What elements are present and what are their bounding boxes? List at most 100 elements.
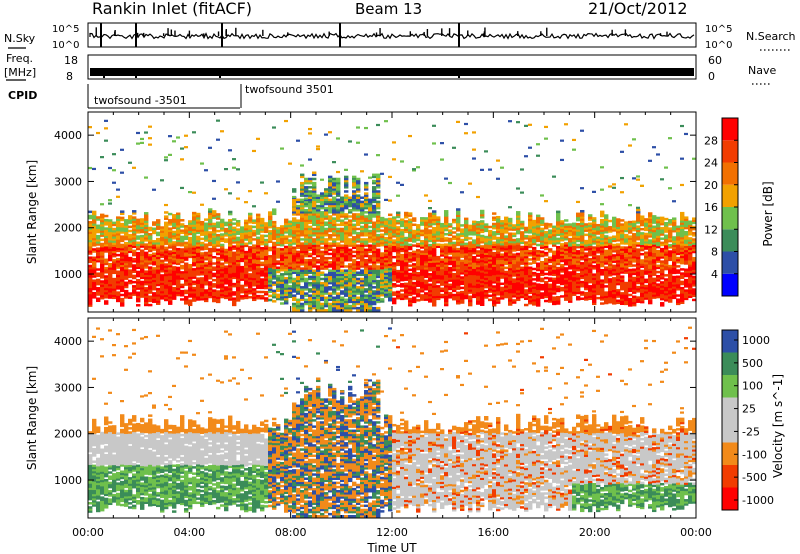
power-cell [284,297,289,301]
power-cell [292,211,297,214]
power-cell [196,264,201,268]
power-cell [508,301,513,304]
power-cell [436,243,441,246]
power-cell [236,267,241,271]
power-cell [252,267,257,270]
power-cell [504,229,509,232]
power-cell [424,229,429,233]
power-cell [144,278,149,282]
power-cell [292,281,297,285]
power-cell [232,241,237,244]
power-cell [508,265,513,269]
power-cell [364,186,369,189]
power-cell [496,301,501,304]
power-cell [340,244,345,247]
power-cell [180,239,185,243]
power-cell [432,235,437,238]
power-cell [356,208,361,212]
power-cell [280,275,285,278]
power-cell [312,204,317,208]
power-cell [128,269,133,272]
power-cell [316,233,321,237]
power-cell [236,168,240,171]
power-cell [504,227,509,230]
power-cell [408,220,413,224]
power-cell [260,247,265,250]
power-cell [528,224,533,228]
power-cell [260,294,265,298]
power-cell [144,287,149,290]
power-cell [316,244,321,247]
power-cell [328,261,333,264]
power-cell [144,220,149,223]
power-cell [312,206,317,210]
power-cell [396,253,401,256]
power-cell [224,248,229,252]
power-cell [116,233,121,236]
power-cell [104,241,109,245]
power-cell [532,278,537,281]
power-cell [504,295,509,299]
power-cell [116,280,121,284]
power-cell [340,296,345,299]
power-cell [468,182,472,185]
power-cell [536,218,541,222]
power-cell [352,186,357,189]
power-cell [396,244,401,248]
power-cell [268,288,273,291]
power-cell [520,285,525,288]
power-cell [456,239,461,242]
power-cell [124,289,129,293]
power-cell [332,269,337,272]
power-cell [296,288,301,291]
power-cell [524,303,529,307]
power-cell [468,280,473,284]
power-cell [544,235,549,238]
power-cell [568,294,573,297]
power-cell [172,257,177,261]
power-cell [236,255,241,258]
power-cell [144,226,149,230]
power-cell [460,242,465,246]
power-cell [196,271,201,274]
power-cell [272,295,277,299]
power-cell [220,249,225,253]
power-cell [320,213,325,216]
power-cell [404,297,409,300]
power-cell [172,289,177,292]
power-cell [444,303,449,307]
power-cell [276,229,281,232]
power-cell [476,266,481,270]
power-cell [188,247,193,250]
power-cell [372,206,377,210]
power-cell [396,290,401,294]
power-cell [524,272,529,276]
power-cell [368,250,373,254]
power-cell [328,302,333,306]
power-cell [448,262,453,266]
power-cell [348,231,353,235]
power-cell [320,258,325,262]
power-cell [328,186,333,189]
power-cell [540,267,545,270]
power-cell [388,223,393,227]
power-cell [388,284,393,287]
power-cell [508,244,513,248]
power-cell [228,254,233,257]
power-cell [572,293,577,296]
power-cell [348,252,353,256]
power-cell [360,308,365,312]
power-cell [304,294,309,297]
power-cell [432,124,436,127]
power-cell [368,292,373,295]
power-cell [196,221,201,224]
power-cell [540,194,544,197]
power-cell [372,225,377,229]
power-cell [516,238,521,241]
power-cell [444,224,449,228]
power-cell [548,250,553,253]
power-cell [284,301,289,305]
power-cell [160,234,165,238]
power-cell [320,288,325,291]
power-cell [300,250,305,254]
